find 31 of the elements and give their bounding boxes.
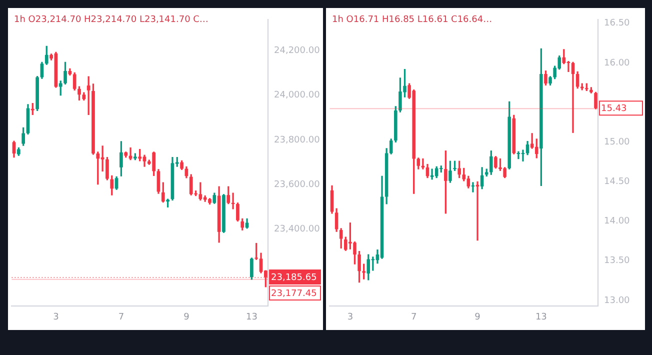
ref-line-label: 23,185.65 [271, 272, 317, 283]
chart-title: 1h O16.71 H16.85 L16.61 C16.64… [332, 15, 492, 25]
y-tick-label: 24,200.00 [274, 46, 320, 56]
candlestick [516, 151, 520, 160]
y-tick-label: 16.00 [604, 58, 630, 68]
candlestick [86, 76, 90, 116]
x-tick-label: 3 [53, 312, 59, 323]
x-tick-label: 13 [535, 312, 547, 323]
candlestick [571, 62, 575, 133]
x-tick-label: 7 [118, 312, 124, 323]
x-tick-label: 9 [474, 312, 481, 323]
x-tick-label: 3 [347, 312, 354, 323]
x-tick-label: 13 [246, 312, 258, 323]
x-tick-label: 7 [410, 312, 417, 323]
candlestick [471, 182, 475, 192]
y-tick-label: 15.00 [604, 137, 630, 148]
candlestick [521, 150, 525, 162]
y-tick-label: 23,400.00 [274, 224, 320, 235]
y-tick-label: 14.50 [604, 177, 630, 188]
y-tick-label: 13.50 [604, 256, 630, 266]
ref-line-label: 15.43 [601, 104, 627, 114]
y-tick-label: 13.00 [604, 296, 630, 306]
chart-title: 1h O23,214.70 H23,214.70 L23,141.70 C… [14, 15, 208, 25]
y-tick-label: 23,800.00 [274, 135, 320, 146]
y-tick-label: 16.50 [604, 18, 630, 29]
ref-line-label: 23,177.45 [271, 288, 317, 299]
candlestick [566, 61, 570, 72]
x-tick-label: 9 [184, 312, 190, 323]
y-tick-label: 14.00 [604, 216, 630, 227]
y-tick-label: 23,600.00 [274, 180, 320, 190]
y-tick-label: 24,000.00 [274, 90, 320, 101]
